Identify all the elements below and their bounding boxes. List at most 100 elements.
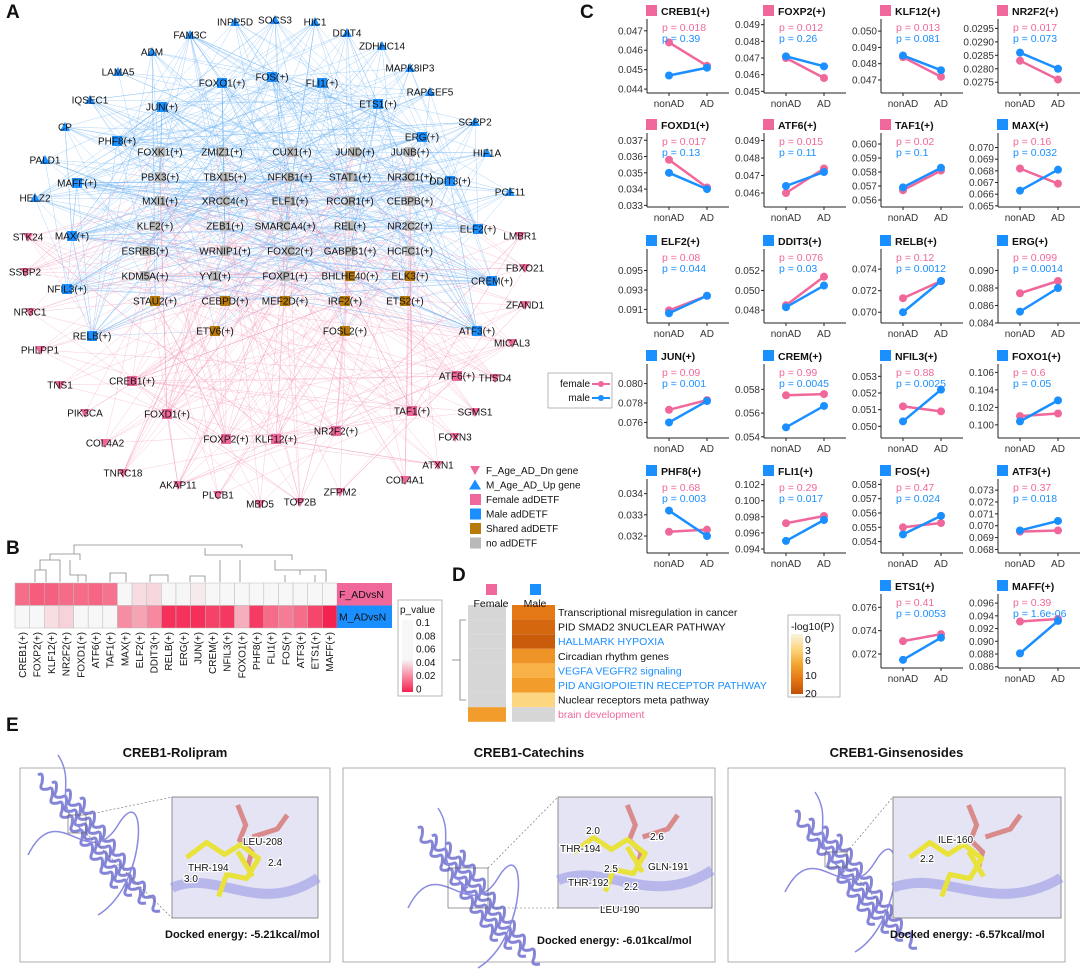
enrichment-cell-male <box>512 605 555 620</box>
network-edge <box>76 21 316 184</box>
x-tick-label: AD <box>1051 329 1065 340</box>
x-tick-label: AD <box>1051 213 1065 224</box>
male-point <box>899 308 907 317</box>
down-triangle-node-icon <box>23 233 33 242</box>
enrichment-cell-female <box>468 619 506 635</box>
network-edge <box>224 45 383 227</box>
y-tick-label: 0.072 <box>852 650 877 661</box>
x-tick-label: nonAD <box>888 559 919 570</box>
down-triangle-node-icon <box>35 346 45 355</box>
network-edge <box>291 151 476 413</box>
heatmap-column-label: DDIT3(+) <box>150 632 161 673</box>
network-node-label: JUNB(+) <box>391 148 430 159</box>
network-node-label: FLI1(+) <box>306 79 339 90</box>
network-edge <box>224 225 496 379</box>
network-node-label: MAX(+) <box>55 232 89 243</box>
female-point <box>937 407 945 416</box>
group-color-square-icon <box>880 350 891 361</box>
x-tick-label: nonAD <box>654 99 685 110</box>
x-tick-label: nonAD <box>888 329 919 340</box>
network-edge <box>284 180 451 227</box>
panel-label-d: D <box>452 565 466 586</box>
protein-coil <box>27 754 140 916</box>
network-edge <box>381 45 423 138</box>
network-edge <box>159 45 383 178</box>
y-tick-label: 0.069 <box>969 533 994 544</box>
network-edge <box>29 225 286 313</box>
network-edge <box>284 21 316 227</box>
residue-label: 2.4 <box>268 858 282 869</box>
x-tick-label: AD <box>934 674 948 685</box>
y-tick-label: 0.098 <box>735 512 760 523</box>
male-series-line <box>1019 286 1059 313</box>
female-point <box>1054 409 1062 418</box>
network-edge <box>34 176 226 199</box>
network-edge <box>117 71 156 227</box>
pvalue-legend-tick: 0 <box>416 685 422 696</box>
network-edge <box>66 34 191 290</box>
network-node-label: ZMIZ1(+) <box>201 148 242 159</box>
female-point <box>665 527 673 536</box>
y-tick-label: 0.050 <box>852 422 877 433</box>
square-node-icon <box>407 406 417 416</box>
network-edge <box>177 330 346 486</box>
network-node-label: SMARCA4(+) <box>255 222 316 233</box>
panel-label-c: C <box>580 2 594 23</box>
network-edge <box>349 67 411 227</box>
network-node-label: ELK3(+) <box>392 272 429 283</box>
network-edge <box>29 300 156 313</box>
protein-helix <box>65 788 147 905</box>
binding-site-box <box>824 851 848 868</box>
network-edge <box>161 106 351 202</box>
male-point <box>1016 526 1024 535</box>
y-tick-label: 0.090 <box>969 637 994 648</box>
group-color-square-icon <box>997 580 1008 591</box>
female-p-value: p = 0.099 <box>1013 252 1057 264</box>
network-edge <box>221 82 493 282</box>
network-edge <box>154 191 511 302</box>
y-tick-label: 0.048 <box>852 59 877 70</box>
y-tick-label: 0.102 <box>969 403 994 414</box>
network-edge <box>291 91 431 153</box>
network-edge <box>151 51 379 105</box>
female-p-value: p = 0.99 <box>779 367 817 379</box>
x-tick-label: AD <box>934 329 948 340</box>
y-tick-label: 0.050 <box>735 286 760 297</box>
y-tick-label: 0.070 <box>969 521 994 532</box>
network-edge <box>271 76 291 178</box>
square-node-icon <box>345 172 355 182</box>
group-color-square-icon <box>997 350 1008 361</box>
enrichment-column-label: Male <box>524 598 547 610</box>
zoom-line <box>85 796 173 816</box>
x-tick-label: AD <box>700 99 714 110</box>
square-node-icon <box>140 246 150 256</box>
panel-title: DDIT3(+) <box>778 236 821 248</box>
y-tick-label: 0.088 <box>969 284 994 295</box>
network-edge <box>291 151 488 154</box>
network-node-label: CP <box>58 123 72 134</box>
small-multiple-relb <box>878 235 963 326</box>
network-node-label: FBXO21 <box>506 264 545 275</box>
down-triangle-node-icon <box>520 301 530 310</box>
network-edge <box>131 235 521 382</box>
network-node-label: IQSEC1 <box>72 96 109 107</box>
network-node-label: PIK3CA <box>67 409 103 420</box>
small-multiple-fos <box>878 465 963 556</box>
network-node-label: LAMA5 <box>102 68 135 79</box>
network-edge <box>89 99 291 252</box>
y-tick-label: 0.067 <box>969 178 994 189</box>
square-node-icon <box>405 196 415 206</box>
square-node-icon <box>220 296 230 306</box>
x-tick-label: AD <box>1051 444 1065 455</box>
square-node-icon <box>271 434 281 444</box>
network-edge <box>377 103 423 138</box>
network-edge <box>344 180 451 332</box>
panel-title: ATF3(+) <box>1012 466 1051 478</box>
network-node-label: PHF8(+) <box>98 137 136 148</box>
network-edge <box>122 151 293 474</box>
square-node-icon <box>217 78 227 88</box>
network-edge <box>411 410 456 438</box>
network-edge <box>177 438 277 486</box>
female-series-line <box>785 514 825 525</box>
panel-title: CREB1(+) <box>661 6 710 18</box>
